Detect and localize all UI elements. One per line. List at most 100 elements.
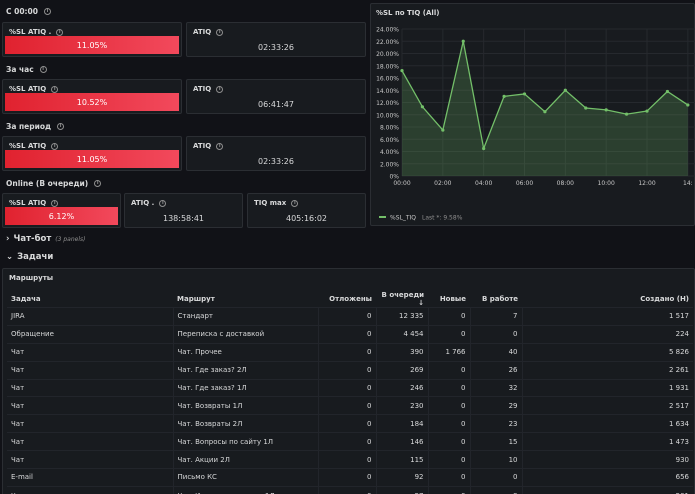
tiq-max-panel-r4[interactable]: TIQ max i 405:16:02 <box>247 193 366 228</box>
atiq-panel-r1[interactable]: ATIQ i 02:33:26 <box>186 22 366 57</box>
data-point <box>645 109 649 113</box>
sl-atiq-panel-r1[interactable]: %SL ATIQ . i 11.05% <box>2 22 182 57</box>
x-tick-label: 12:00 <box>638 180 655 187</box>
table-row[interactable]: Обращение Переписка с доставкой 0 4 454 0 0 22… <box>7 324 693 344</box>
table-cell: 146 <box>375 432 428 451</box>
table-cell: Чат <box>7 360 173 380</box>
data-point <box>624 112 629 116</box>
table-row[interactable]: Чат Чат. Возвраты 1Л 0 230 0 29 2 517 <box>7 396 693 415</box>
x-tick-label: 14: <box>683 180 693 187</box>
info-icon[interactable]: i <box>51 85 59 93</box>
data-point <box>461 39 465 43</box>
column-header[interactable]: Новые <box>439 295 466 303</box>
info-icon[interactable]: i <box>216 85 224 93</box>
row-title-online-queue[interactable]: Online (В очереди) i <box>6 179 102 188</box>
atiq-panel-r2[interactable]: ATIQ i 06:41:47 <box>186 79 366 114</box>
table-row[interactable]: Чат Чат. Возвраты 2Л 0 184 0 23 1 634 <box>7 414 693 433</box>
table-row[interactable]: Чат Чат. Где заказ? 1Л 0 246 0 32 1 931 <box>7 378 693 397</box>
table-row[interactable]: Чат Чат. Акции 2Л 0 115 0 10 930 <box>7 450 693 469</box>
atiq-value: 138:58:41 <box>162 214 205 223</box>
row-title-per-period[interactable]: За период i <box>6 122 65 131</box>
table-cell: Чат. Акции 2Л <box>172 450 318 469</box>
table-cell: 2 261 <box>521 360 693 380</box>
table-row[interactable]: Чат Чат. Где заказ? 2Л 0 269 0 26 2 261 <box>7 360 693 380</box>
table-cell: Чат <box>7 414 173 433</box>
table-row[interactable]: Чат Чат. Вопросы по сайту 1Л 0 146 0 15 1 473 <box>7 432 693 451</box>
info-icon[interactable]: i <box>56 28 64 36</box>
table-cell: 26 <box>469 360 522 380</box>
info-icon[interactable]: i <box>216 28 224 36</box>
atiq-panel-r4[interactable]: ATIQ . i 138:58:41 <box>124 193 243 228</box>
table-cell: Чат. Возвраты 2Л <box>172 414 318 433</box>
table-cell: 0 <box>427 468 470 487</box>
info-icon[interactable]: i <box>216 142 224 150</box>
panel-title: ATIQ . <box>131 199 155 207</box>
info-icon[interactable]: i <box>94 180 102 187</box>
column-header[interactable]: В очереди ↓ <box>381 291 424 307</box>
panel-title: ATIQ <box>193 28 212 36</box>
y-tick-label: 4.00% <box>380 149 399 156</box>
column-header[interactable]: Задача <box>11 295 41 303</box>
sl-atiq-panel-r3[interactable]: %SL ATIQ i 11.05% <box>2 136 182 171</box>
row-title-per-hour[interactable]: За час i <box>6 65 47 74</box>
y-tick-label: 10.00% <box>376 112 399 119</box>
section-chatbot[interactable]: › Чат-бот (3 panels) <box>6 234 86 244</box>
table-row[interactable]: JIRA Стандарт 0 12 335 0 7 1 517 <box>7 307 693 326</box>
info-icon[interactable]: i <box>51 199 59 207</box>
table-cell: Переписка с доставкой <box>172 324 318 344</box>
table-cell: Письмо КС <box>172 468 318 487</box>
y-tick-label: 18.00% <box>376 63 399 70</box>
table-cell: 2 517 <box>521 396 693 415</box>
table-cell: 32 <box>469 378 522 397</box>
atiq-panel-r3[interactable]: ATIQ i 02:33:26 <box>186 136 366 171</box>
column-header[interactable]: Создано (Н) <box>640 295 689 303</box>
table-cell: 390 <box>375 342 428 362</box>
row-title-since-midnight[interactable]: С 00:00 i <box>6 7 51 16</box>
sl-atiq-panel-r2[interactable]: %SL ATIQ i 10.52% <box>2 79 182 114</box>
table-cell: 0 <box>427 414 470 433</box>
y-tick-label: 24.00% <box>376 27 399 34</box>
y-tick-label: 8.00% <box>380 125 399 132</box>
routes-table-panel[interactable]: Маршруты Задача Маршрут Отложены В очереди … <box>2 268 695 494</box>
info-icon[interactable]: i <box>51 142 59 150</box>
info-icon[interactable]: i <box>291 199 299 207</box>
section-tasks[interactable]: ⌄ Задачи <box>6 252 54 262</box>
sl-value-bar: 11.05% <box>5 150 179 168</box>
table-cell: 23 <box>469 414 522 433</box>
table-cell: 0 <box>317 432 376 451</box>
sl-by-tiq-chart-panel[interactable]: %SL по TIQ (All) 0% 2.00% 4.00% 6.00% 8.00% 1… <box>370 3 695 226</box>
table-cell: 0 <box>469 324 522 344</box>
table-cell: 12 335 <box>375 307 428 326</box>
panel-title: %SL ATIQ <box>9 199 47 207</box>
x-tick-label: 00:00 <box>393 180 410 187</box>
data-point <box>420 105 425 109</box>
info-icon[interactable]: i <box>39 66 47 73</box>
y-tick-label: 12.00% <box>376 100 399 107</box>
table-cell: Чат. Прочее <box>172 342 318 362</box>
panel-title: %SL ATIQ <box>9 142 47 150</box>
table-cell: Чат. Изменение заказа 1Л <box>172 485 318 494</box>
table-cell: 0 <box>317 360 376 380</box>
table-cell: Чат <box>7 450 173 469</box>
column-header[interactable]: Отложены <box>329 295 372 303</box>
data-point <box>563 88 567 92</box>
y-tick-label: 22.00% <box>376 39 399 46</box>
table-cell: 40 <box>469 342 522 362</box>
panel-title: ATIQ <box>193 142 212 150</box>
table-row[interactable]: E-mail Письмо КС 0 92 0 0 656 <box>7 468 693 487</box>
sl-atiq-panel-r4[interactable]: %SL ATIQ i 6.12% <box>2 193 121 228</box>
info-icon[interactable]: i <box>44 8 51 15</box>
info-icon[interactable]: i <box>159 199 167 207</box>
legend-last-value: Last *: 9.58% <box>422 215 463 222</box>
table-cell: Обращение <box>7 324 173 344</box>
column-header[interactable]: В работе <box>481 295 518 303</box>
x-tick-label: 02:00 <box>434 180 451 187</box>
info-icon[interactable]: i <box>57 123 65 130</box>
panel-title: %SL ATIQ . <box>9 28 52 36</box>
legend-label[interactable]: %SL_TIQ <box>390 215 416 222</box>
table-cell: 92 <box>375 468 428 487</box>
data-point <box>665 89 670 94</box>
column-header[interactable]: Маршрут <box>177 295 215 303</box>
table-row[interactable]: Чат Чат. Прочее 0 390 1 766 40 5 826 <box>7 342 693 362</box>
